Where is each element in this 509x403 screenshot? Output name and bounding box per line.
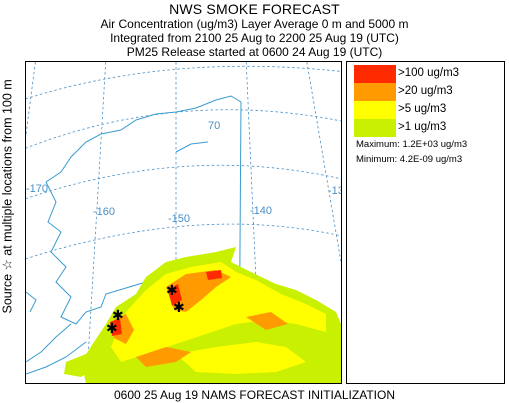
release-start: PM25 Release started at 0600 24 Aug 19 (… — [126, 45, 383, 59]
legend-label: >20 ug/m3 — [398, 85, 453, 97]
legend-label: >100 ug/m3 — [398, 67, 460, 79]
fire-source-icon: ✱ — [106, 321, 118, 337]
legend-swatch — [354, 119, 396, 137]
legend-label: >1 ug/m3 — [398, 121, 447, 133]
smoke-map: ✱ ✱ ✱ ✱ -170 -160 -150 -140 -130 70 — [25, 61, 342, 384]
longitude-label: -160 — [93, 206, 115, 218]
integration-period: Integrated from 2100 25 Aug to 2200 25 A… — [110, 31, 399, 45]
graticule — [26, 62, 341, 383]
forecast-initialization: 0600 25 Aug 19 NAMS FORECAST INITIALIZAT… — [114, 388, 395, 402]
fire-source-markers: ✱ ✱ ✱ ✱ — [106, 283, 185, 337]
longitude-label: -150 — [168, 213, 190, 225]
legend-item: >5 ug/m3 — [354, 101, 499, 119]
chart-title: NWS SMOKE FORECAST — [169, 1, 340, 17]
legend-swatch — [354, 65, 396, 83]
legend-item: >1 ug/m3 — [354, 119, 499, 137]
smoke-layer-gt20 — [114, 270, 288, 367]
latitude-label: 70 — [208, 120, 220, 132]
maximum-value: Maximum: 1.2E+03 ug/m3 — [356, 139, 468, 150]
smoke-layer-gt100 — [110, 270, 222, 336]
concentration-description: Air Concentration (ug/m3) Layer Average … — [100, 17, 409, 31]
legend-swatch — [354, 83, 396, 101]
source-location-label: Source ☆ at multiple locations from 100 … — [0, 79, 15, 314]
legend-swatch — [354, 101, 396, 119]
legend-item: >100 ug/m3 — [354, 65, 499, 83]
minimum-value: Minimum: 4.2E-09 ug/m3 — [356, 154, 463, 165]
longitude-label: -170 — [26, 183, 48, 195]
map-canvas: ✱ ✱ ✱ ✱ -170 -160 -150 -140 -130 70 — [26, 62, 341, 383]
legend-panel: >100 ug/m3 >20 ug/m3 >5 ug/m3 >1 ug/m3 M… — [346, 61, 505, 384]
legend-item: >20 ug/m3 — [354, 83, 499, 101]
fire-source-icon: ✱ — [173, 300, 185, 316]
longitude-label: -140 — [250, 205, 272, 217]
fire-source-icon: ✱ — [112, 308, 124, 324]
fire-source-icon: ✱ — [166, 283, 178, 299]
legend-label: >5 ug/m3 — [398, 103, 447, 115]
longitude-label: -130 — [328, 185, 341, 197]
smoke-layer-gt5 — [111, 262, 326, 374]
